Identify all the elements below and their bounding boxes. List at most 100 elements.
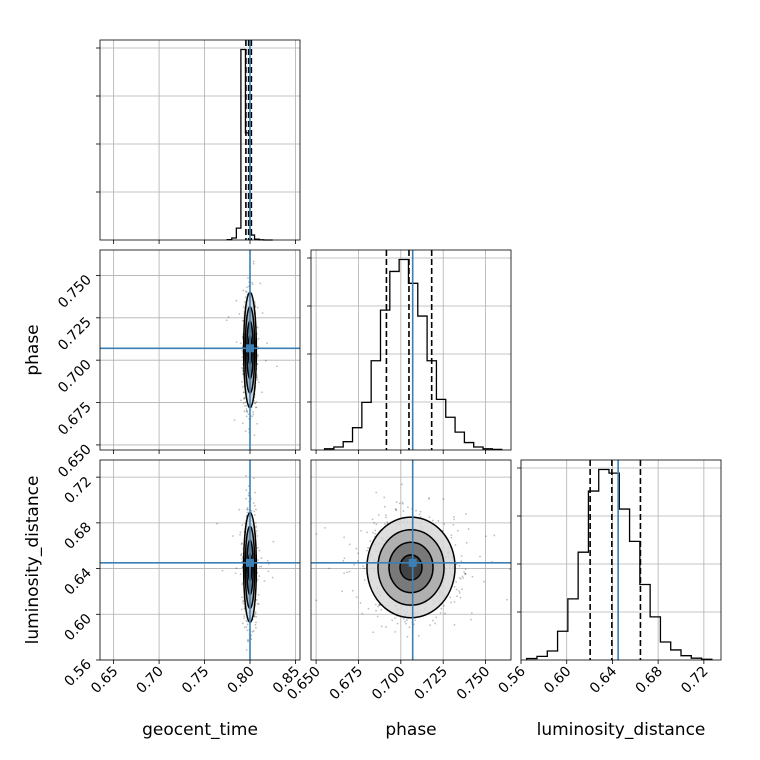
sample-point xyxy=(256,602,259,605)
sample-point xyxy=(257,559,259,562)
sample-point xyxy=(241,524,244,527)
sample-point xyxy=(394,617,396,620)
sample-point xyxy=(371,518,374,521)
sample-point xyxy=(419,510,422,513)
sample-point xyxy=(253,514,256,516)
sample-point xyxy=(241,356,244,358)
sample-point xyxy=(239,342,242,345)
sample-point xyxy=(255,599,258,601)
sample-point xyxy=(461,588,463,591)
sample-point xyxy=(386,521,389,523)
sample-point xyxy=(315,599,318,602)
sample-point xyxy=(252,411,254,413)
sample-point xyxy=(362,565,364,567)
sample-point xyxy=(255,525,257,528)
sample-point xyxy=(253,402,256,405)
sample-point xyxy=(470,618,472,621)
sample-point xyxy=(256,535,259,537)
sample-point xyxy=(251,281,253,284)
sample-point xyxy=(357,559,359,562)
sample-point xyxy=(241,622,244,625)
contour-line xyxy=(366,516,456,619)
sample-point xyxy=(272,540,275,543)
sample-point xyxy=(258,575,261,577)
sample-point xyxy=(485,535,487,538)
sample-point xyxy=(315,533,318,535)
panel-frame xyxy=(99,459,301,661)
sample-point xyxy=(450,536,453,539)
sample-point xyxy=(255,530,258,533)
sample-point xyxy=(453,600,456,603)
sample-point xyxy=(462,577,465,579)
sample-point xyxy=(252,413,255,416)
sample-point xyxy=(245,290,247,293)
sample-point xyxy=(402,502,404,505)
sample-point xyxy=(471,575,474,578)
sample-point xyxy=(346,571,348,574)
x-axis-label-luminosity_distance: luminosity_distance xyxy=(537,720,706,740)
sample-point xyxy=(247,277,249,279)
sample-point xyxy=(244,430,247,433)
sample-point xyxy=(378,603,381,606)
sample-point xyxy=(241,386,244,388)
sample-point xyxy=(402,618,405,620)
truth-marker xyxy=(246,344,254,353)
sample-point xyxy=(470,612,473,614)
sample-point xyxy=(391,619,394,622)
sample-point xyxy=(245,649,248,651)
panel-frame xyxy=(99,249,301,451)
sample-point xyxy=(245,409,248,412)
sample-point xyxy=(243,615,246,618)
sample-point xyxy=(254,612,257,615)
scatter-panel-phase-vs-luminosity_distance xyxy=(310,459,512,664)
sample-point xyxy=(257,546,259,549)
sample-point xyxy=(380,625,383,628)
sample-point xyxy=(246,620,249,623)
sample-point xyxy=(241,366,243,369)
sample-point xyxy=(244,401,247,404)
y-axis-label-phase: phase xyxy=(23,324,43,375)
sample-point xyxy=(395,508,397,511)
sample-point xyxy=(267,570,270,573)
sample-point xyxy=(256,422,259,425)
sample-point xyxy=(261,312,264,314)
sample-point xyxy=(479,555,481,558)
sample-point xyxy=(405,622,407,625)
sample-point xyxy=(363,579,366,581)
sample-point xyxy=(343,557,346,560)
sample-point xyxy=(252,630,255,632)
sample-point xyxy=(428,498,430,501)
sample-point xyxy=(374,603,377,606)
sample-point xyxy=(373,521,376,524)
sample-point xyxy=(238,508,241,511)
sample-point xyxy=(246,411,249,414)
sample-point xyxy=(243,396,246,399)
histogram-panel-luminosity_distance xyxy=(517,459,722,664)
sample-point xyxy=(342,559,345,562)
sample-point xyxy=(253,615,256,618)
scatter-panel-geocent_time-vs-phase xyxy=(96,249,301,454)
sample-point xyxy=(351,589,354,592)
sample-point xyxy=(255,508,257,511)
contour-line xyxy=(399,554,423,581)
sample-point xyxy=(458,590,460,592)
sample-point xyxy=(369,540,372,542)
sample-point xyxy=(259,282,262,285)
sample-point xyxy=(250,509,253,512)
sample-point xyxy=(252,260,255,263)
sample-point xyxy=(231,535,234,537)
sample-point xyxy=(239,573,242,576)
sample-point xyxy=(372,631,375,634)
sample-point xyxy=(254,521,257,524)
sample-point xyxy=(453,585,456,588)
sample-point xyxy=(456,595,458,598)
sample-point xyxy=(235,299,238,302)
sample-point xyxy=(256,363,259,366)
sample-point xyxy=(455,588,458,591)
sample-point xyxy=(359,602,362,604)
sample-point xyxy=(460,560,463,563)
sample-point xyxy=(260,565,263,568)
sample-point xyxy=(395,501,398,504)
sample-point xyxy=(247,639,250,642)
